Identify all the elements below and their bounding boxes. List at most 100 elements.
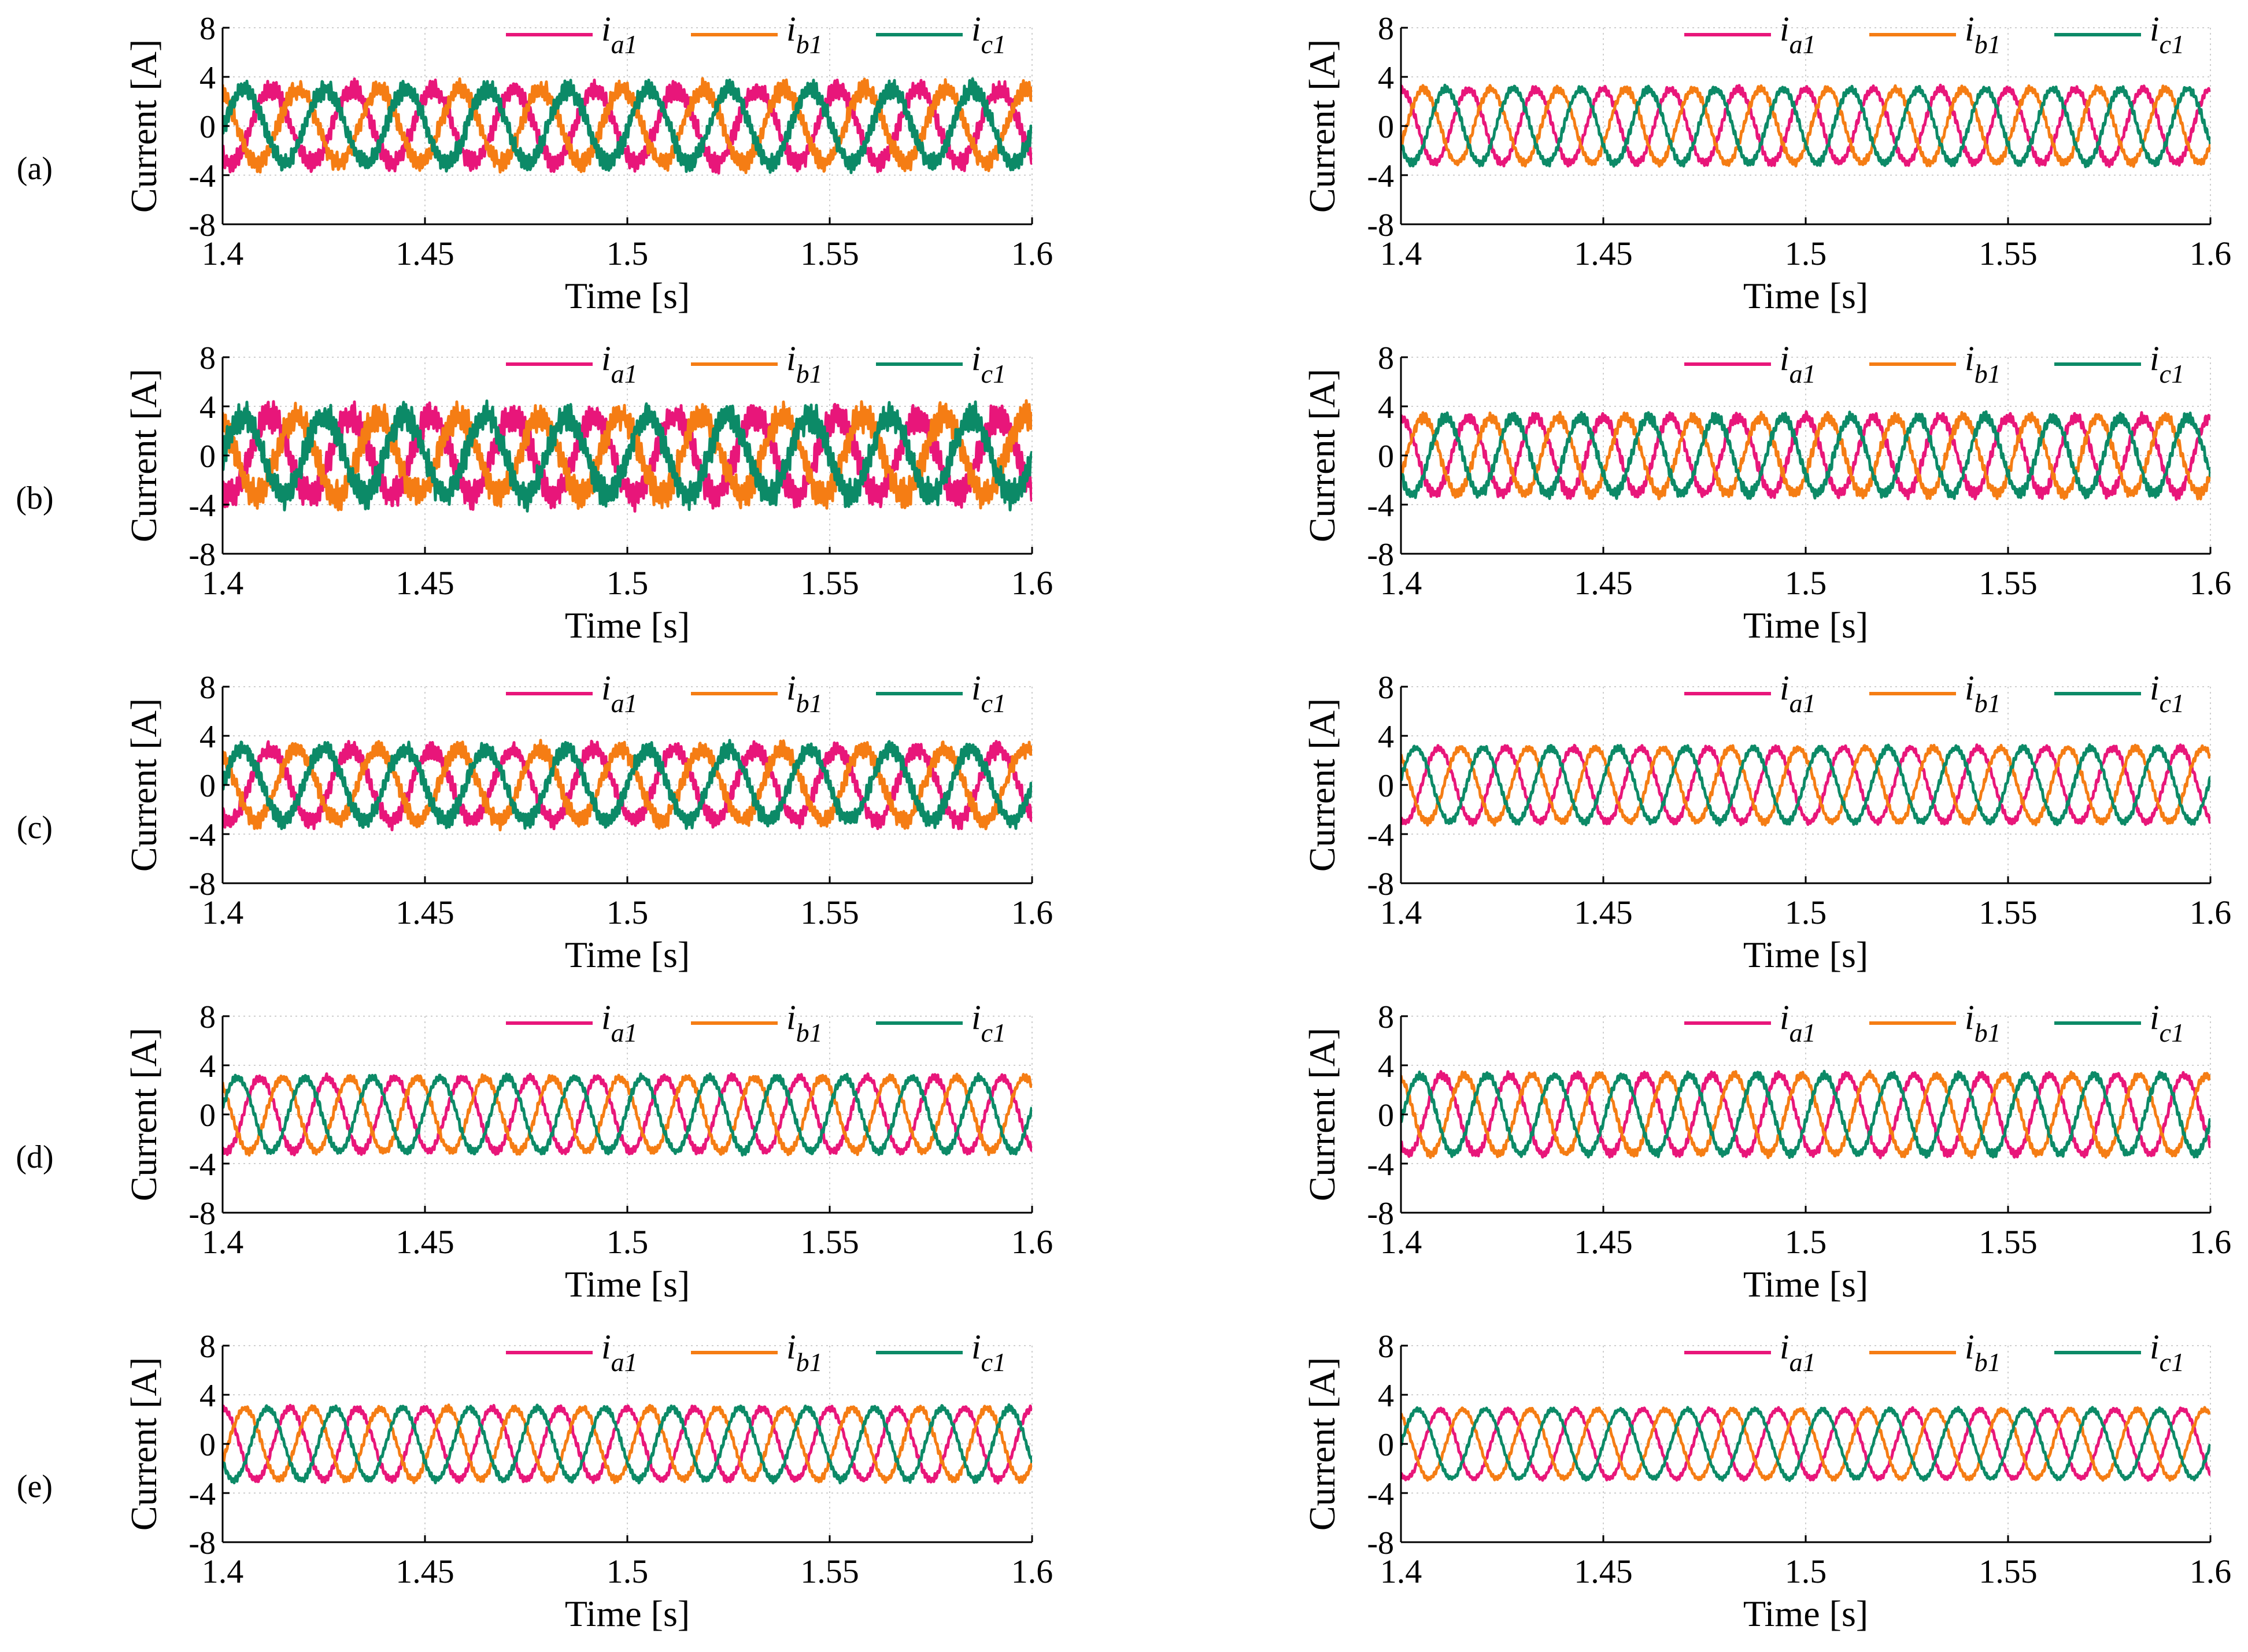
- y-axis-title-b-left: Current [A]: [123, 369, 164, 542]
- y-axis-title-c-right: Current [A]: [1302, 698, 1343, 872]
- x-tick-label-e-right-4: 1.6: [2190, 1553, 2232, 1590]
- y-tick-label-e-right-0: 8: [1378, 1329, 1394, 1365]
- series-line-e-left-ia1: [223, 1403, 1032, 1485]
- x-tick-label-d-right-1: 1.45: [1574, 1223, 1633, 1261]
- series-line-d-right-ib1: [1401, 1069, 2210, 1160]
- y-tick-label-a-right-0: 8: [1378, 11, 1394, 47]
- y-tick-label-d-right-0: 8: [1378, 999, 1394, 1035]
- series-group-b-left: [223, 399, 1032, 513]
- y-axis-title-e-right: Current [A]: [1302, 1357, 1343, 1531]
- x-tick-label-c-right-4: 1.6: [2190, 894, 2232, 931]
- legend-label-b-left-ib1: ib1: [786, 339, 823, 388]
- series-line-a-left-ia1: [223, 77, 1032, 175]
- y-tick-label-b-left-0: 8: [199, 340, 216, 376]
- chart-panel-b-right: 1.4 1.45 1.5 1.55 1.6 8 4 0 -4 -8 Time [s] Current …: [1302, 339, 2231, 646]
- x-tick-label-a-left-4: 1.6: [1011, 235, 1053, 272]
- x-tick-label-d-left-3: 1.55: [800, 1223, 859, 1261]
- legend-label-c-left-ib1: ib1: [786, 669, 823, 718]
- legend-label-d-left-ic1: ic1: [971, 998, 1006, 1047]
- legend-label-e-left-ic1: ic1: [971, 1328, 1006, 1377]
- x-tick-label-a-left-1: 1.45: [395, 235, 454, 272]
- y-tick-label-a-right-1: 4: [1378, 60, 1394, 96]
- x-tick-label-c-left-1: 1.45: [395, 894, 454, 931]
- y-tick-label-d-right-4: -8: [1367, 1196, 1394, 1232]
- chart-panel-e-left: 1.4 1.45 1.5 1.55 1.6 8 4 0 -4 -8 Time [s] Current …: [123, 1328, 1053, 1634]
- y-tick-label-d-right-1: 4: [1378, 1049, 1394, 1084]
- y-tick-label-e-right-1: 4: [1378, 1378, 1394, 1414]
- x-tick-label-c-right-1: 1.45: [1574, 894, 1633, 931]
- legend-label-c-right-ic1: ic1: [2150, 669, 2184, 718]
- chart-panel-d-right: 1.4 1.45 1.5 1.55 1.6 8 4 0 -4 -8 Time [s] Current …: [1302, 998, 2231, 1305]
- legend-label-d-right-ia1: ia1: [1780, 998, 1816, 1047]
- y-tick-label-c-right-2: 0: [1378, 768, 1394, 804]
- y-tick-label-e-right-3: -4: [1367, 1476, 1394, 1512]
- legend-label-d-right-ic1: ic1: [2150, 998, 2184, 1047]
- y-tick-label-c-left-1: 4: [199, 719, 216, 755]
- series-line-c-left-ib1: [223, 739, 1032, 832]
- y-tick-label-b-right-2: 0: [1378, 439, 1394, 475]
- x-axis-title-a-left: Time [s]: [565, 275, 690, 316]
- series-line-a-right-ic1: [1401, 83, 2210, 168]
- x-tick-label-a-right-0: 1.4: [1380, 235, 1422, 272]
- x-tick-label-c-right-0: 1.4: [1380, 894, 1422, 931]
- legend-label-e-left-ia1: ia1: [601, 1328, 638, 1377]
- y-tick-label-a-left-2: 0: [199, 109, 216, 145]
- y-tick-label-a-right-3: -4: [1367, 158, 1394, 194]
- x-tick-label-c-right-3: 1.55: [1979, 894, 2038, 931]
- legend-label-a-left-ia1: ia1: [601, 10, 638, 59]
- series-line-b-left-ic1: [223, 399, 1032, 513]
- series-group-a-right: [1401, 83, 2210, 168]
- y-axis-title-e-left: Current [A]: [123, 1357, 164, 1531]
- x-axis-title-d-right: Time [s]: [1743, 1264, 1868, 1305]
- x-tick-label-c-left-0: 1.4: [202, 894, 244, 931]
- y-tick-label-d-left-1: 4: [199, 1049, 216, 1084]
- series-line-a-left-ib1: [223, 77, 1032, 175]
- x-tick-label-d-right-0: 1.4: [1380, 1223, 1422, 1261]
- x-tick-label-b-left-4: 1.6: [1011, 564, 1053, 602]
- series-line-a-right-ia1: [1401, 83, 2210, 168]
- x-tick-label-b-left-0: 1.4: [202, 564, 244, 602]
- row-label-d: (d): [16, 1139, 53, 1175]
- chart-panel-c-right: 1.4 1.45 1.5 1.55 1.6 8 4 0 -4 -8 Time [s] Current …: [1302, 669, 2231, 975]
- legend-label-b-left-ia1: ia1: [601, 339, 638, 388]
- row-label-e: (e): [17, 1469, 53, 1505]
- y-tick-label-a-left-3: -4: [188, 158, 216, 194]
- legend-label-a-right-ic1: ic1: [2150, 10, 2184, 59]
- y-tick-label-b-left-3: -4: [188, 488, 216, 524]
- legend-label-b-left-ic1: ic1: [971, 339, 1006, 388]
- y-tick-label-b-right-0: 8: [1378, 340, 1394, 376]
- series-line-d-left-ib1: [223, 1072, 1032, 1157]
- series-line-c-right-ic1: [1401, 743, 2210, 827]
- series-group-e-right: [1401, 1406, 2210, 1483]
- x-tick-label-e-left-0: 1.4: [202, 1553, 244, 1590]
- series-line-b-left-ia1: [223, 400, 1032, 513]
- x-tick-label-a-right-1: 1.45: [1574, 235, 1633, 272]
- x-tick-label-e-right-3: 1.55: [1979, 1553, 2038, 1590]
- chart-panel-d-left: 1.4 1.45 1.5 1.55 1.6 8 4 0 -4 -8 Time [s] Current …: [123, 998, 1053, 1305]
- x-tick-label-d-left-2: 1.5: [607, 1223, 649, 1261]
- series-group-b-right: [1401, 410, 2210, 501]
- chart-panel-a-left: 1.4 1.45 1.5 1.55 1.6 8 4 0 -4 -8 Time [s] Current …: [123, 10, 1053, 316]
- x-tick-label-c-left-4: 1.6: [1011, 894, 1053, 931]
- y-tick-label-e-left-3: -4: [188, 1476, 216, 1512]
- series-group-d-left: [223, 1072, 1032, 1157]
- x-tick-label-d-left-1: 1.45: [395, 1223, 454, 1261]
- x-tick-label-a-right-4: 1.6: [2190, 235, 2232, 272]
- x-axis-title-c-left: Time [s]: [565, 934, 690, 975]
- legend-label-b-right-ic1: ic1: [2150, 339, 2184, 388]
- series-line-d-right-ia1: [1401, 1070, 2210, 1160]
- x-axis-title-d-left: Time [s]: [565, 1264, 690, 1305]
- x-tick-label-d-right-2: 1.5: [1785, 1223, 1827, 1261]
- y-tick-label-d-right-3: -4: [1367, 1147, 1394, 1183]
- x-tick-label-e-right-1: 1.45: [1574, 1553, 1633, 1590]
- series-group-c-right: [1401, 743, 2210, 827]
- chart-panel-a-right: 1.4 1.45 1.5 1.55 1.6 8 4 0 -4 -8 Time [s] Current …: [1302, 10, 2231, 316]
- series-line-e-right-ib1: [1401, 1406, 2210, 1482]
- row-label-b: (b): [16, 480, 53, 516]
- legend-label-e-right-ib1: ib1: [1965, 1328, 2001, 1377]
- y-tick-label-d-left-0: 8: [199, 999, 216, 1035]
- x-tick-label-d-right-3: 1.55: [1979, 1223, 2038, 1261]
- chart-panel-c-left: 1.4 1.45 1.5 1.55 1.6 8 4 0 -4 -8 Time [s] Current …: [123, 669, 1053, 975]
- series-line-b-right-ic1: [1401, 410, 2210, 500]
